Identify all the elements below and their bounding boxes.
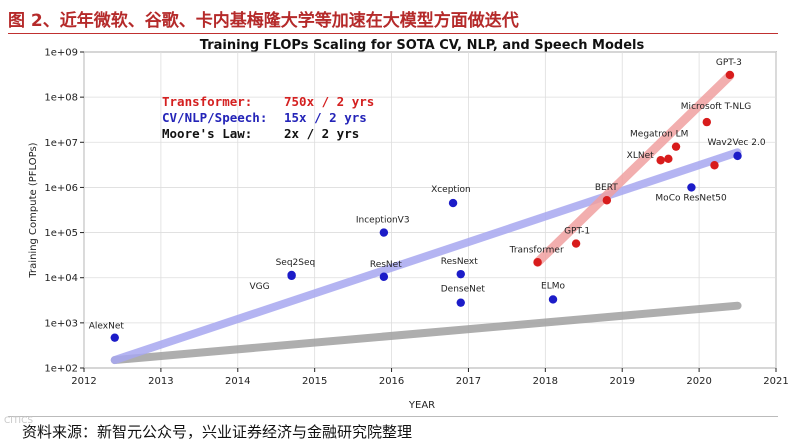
x-tick-label: 2012 bbox=[71, 376, 96, 387]
legend-label: Transformer: bbox=[162, 94, 252, 109]
data-point-megatron-lm bbox=[671, 142, 681, 151]
data-label: GPT-1 bbox=[564, 227, 590, 237]
data-point-microsoft-t-nlg bbox=[702, 117, 711, 127]
source-rule bbox=[8, 416, 778, 417]
legend-label: Moore's Law: bbox=[162, 126, 252, 141]
legend: Transformer: 750x / 2 yrs CV/NLP/Speech: 15… bbox=[162, 94, 374, 141]
source-note: 资料来源：新智元公众号，兴业证券经济与金融研究院整理 bbox=[22, 423, 413, 441]
y-tick-label: 1e+03 bbox=[44, 318, 78, 329]
data-label: InceptionV3 bbox=[356, 216, 410, 226]
legend-value: 15x / 2 yrs bbox=[284, 110, 367, 125]
data-point-xception bbox=[448, 198, 458, 208]
data-label: VGG bbox=[249, 282, 269, 292]
x-tick-label: 2013 bbox=[148, 376, 173, 387]
y-tick-label: 1e+02 bbox=[44, 364, 78, 375]
axes: 2012 2013 2014 2015 2016 2017 2018 2019 2020 2021… bbox=[44, 48, 788, 388]
data-point-densenet bbox=[456, 298, 465, 307]
trend-line bbox=[533, 71, 735, 267]
y-tick-label: 1e+04 bbox=[44, 273, 78, 284]
x-tick-label: 2020 bbox=[686, 376, 711, 387]
watermark: CITICS bbox=[4, 416, 34, 426]
y-tick-label: 1e+05 bbox=[44, 228, 78, 239]
x-tick-label: 2014 bbox=[225, 376, 250, 387]
y-tick-label: 1e+07 bbox=[44, 138, 78, 149]
data-point bbox=[664, 154, 673, 164]
x-tick-label: 2018 bbox=[533, 376, 558, 387]
data-label: GPT-3 bbox=[716, 58, 742, 68]
x-tick-label: 2021 bbox=[763, 376, 788, 387]
data-point-seq2seq bbox=[287, 270, 296, 280]
x-tick-label: 2017 bbox=[456, 376, 481, 387]
caption-rule bbox=[8, 33, 778, 34]
data-point bbox=[710, 161, 719, 170]
data-label: Xception bbox=[431, 185, 471, 195]
data-point-alexnet bbox=[110, 333, 119, 342]
data-label: ELMo bbox=[541, 281, 565, 291]
data-point-moco-resnet50 bbox=[687, 183, 696, 192]
data-label: Microsoft T-NLG bbox=[681, 102, 751, 112]
data-point-transformer bbox=[533, 258, 542, 267]
data-label: ResNet bbox=[370, 260, 402, 270]
data-label: Megatron LM bbox=[630, 130, 688, 140]
data-label: XLNet bbox=[627, 151, 654, 161]
y-tick-label: 1e+09 bbox=[44, 48, 78, 59]
data-point-resnext bbox=[456, 269, 465, 279]
y-tick-label: 1e+08 bbox=[44, 93, 78, 104]
x-tick-label: 2019 bbox=[609, 376, 634, 387]
x-axis-label: YEAR bbox=[408, 400, 435, 411]
data-label: AlexNet bbox=[89, 322, 125, 332]
x-tick-label: 2015 bbox=[302, 376, 327, 387]
data-label: Transformer bbox=[509, 245, 564, 255]
data-point-inceptionv3 bbox=[379, 228, 389, 237]
x-tick-label: 2016 bbox=[379, 376, 404, 387]
data-point-bert bbox=[602, 196, 612, 205]
data-point-gpt-3 bbox=[725, 70, 735, 80]
trend-lines bbox=[110, 71, 742, 365]
data-label: ResNext bbox=[441, 257, 479, 267]
legend-label: CV/NLP/Speech: bbox=[162, 110, 267, 125]
y-tick-label: 1e+06 bbox=[44, 183, 78, 194]
data-point-resnet bbox=[379, 272, 389, 281]
data-label: DenseNet bbox=[441, 285, 486, 295]
data-label: BERT bbox=[595, 183, 618, 193]
data-point-elmo bbox=[548, 295, 558, 304]
data-label: Wav2Vec 2.0 bbox=[708, 138, 766, 148]
data-label: Seq2Seq bbox=[276, 258, 316, 268]
legend-value: 750x / 2 yrs bbox=[284, 94, 374, 109]
data-point-xlnet bbox=[656, 156, 665, 165]
data-label: MoCo ResNet50 bbox=[655, 193, 727, 203]
legend-value: 2x / 2 yrs bbox=[284, 126, 359, 141]
trend-line bbox=[110, 148, 742, 365]
y-axis-label: Training Compute (PFLOPs) bbox=[28, 142, 39, 278]
trend-line bbox=[110, 301, 742, 365]
figure-caption: 图 2、近年微软、谷歌、卡内基梅隆大学等加速在大模型方面做迭代 bbox=[8, 11, 519, 31]
data-point-wav2vec-2-0 bbox=[733, 151, 742, 161]
data-point-gpt-1 bbox=[571, 239, 581, 248]
data-points: AlexNet VGG Seq2Seq InceptionV3 ResNet Xcepti… bbox=[89, 58, 766, 342]
chart-title: Training FLOPs Scaling for SOTA CV, NLP,… bbox=[200, 38, 645, 53]
